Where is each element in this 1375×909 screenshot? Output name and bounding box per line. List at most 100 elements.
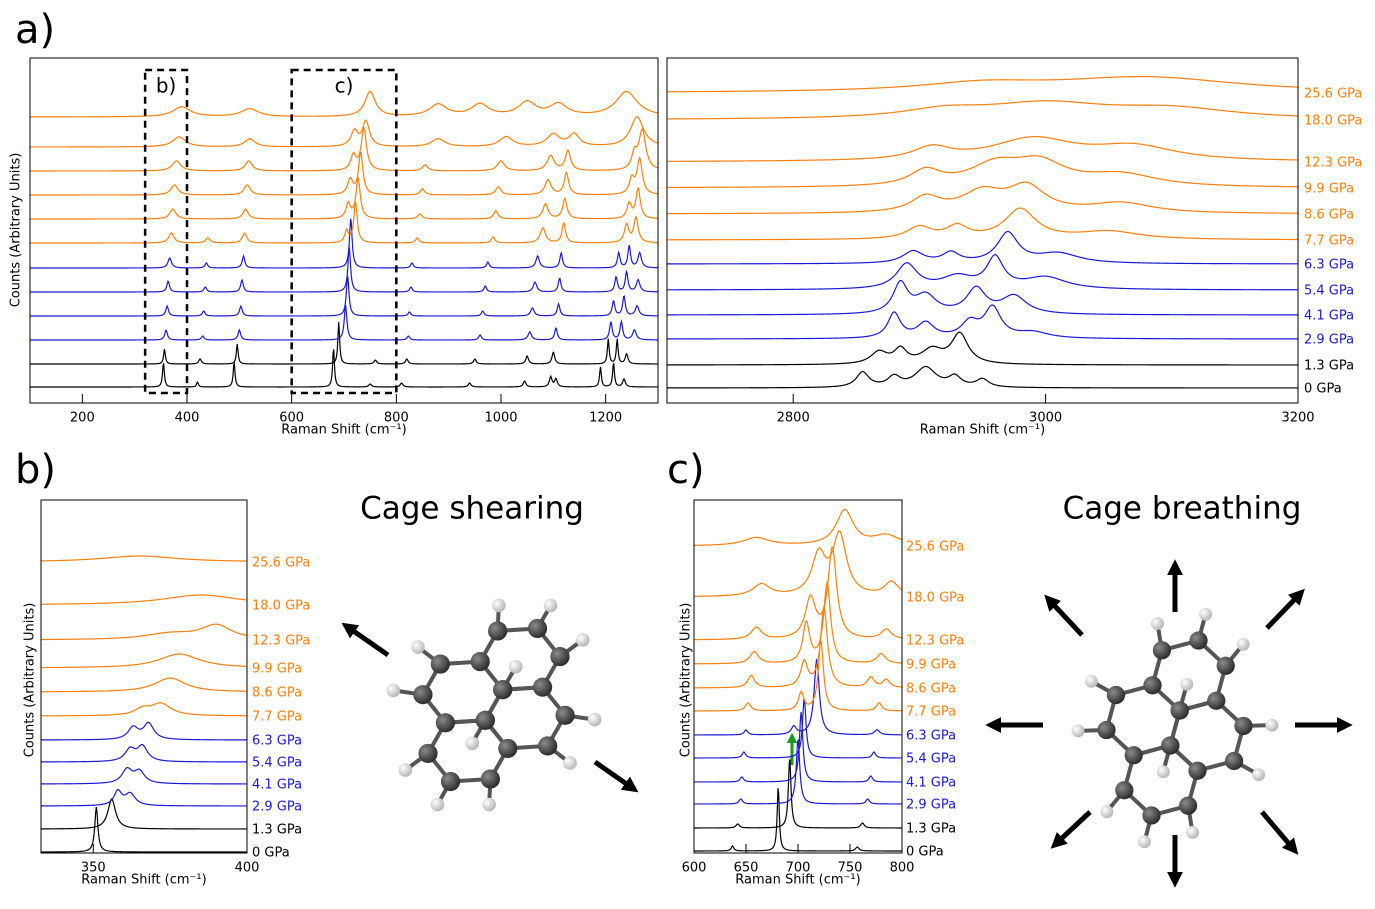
spectrum <box>41 788 247 807</box>
arrow <box>1050 810 1092 849</box>
pressure-label: 2.9 GPa <box>252 800 302 815</box>
carbon-atom <box>480 769 500 789</box>
plot-frame <box>40 499 248 854</box>
carbon-atom <box>1189 631 1208 650</box>
pressure-label: 7.7 GPa <box>906 705 956 720</box>
spectrum <box>694 738 902 805</box>
pressure-label: 5.4 GPa <box>906 752 956 767</box>
spectrum <box>41 623 247 641</box>
pressure-label: 0 GPa <box>906 845 944 860</box>
spectrum <box>694 788 902 852</box>
carbon-atom <box>527 618 548 639</box>
carbon-atom <box>1124 746 1143 765</box>
pressure-label: 25.6 GPa <box>906 540 964 555</box>
spectrum <box>667 100 1298 120</box>
x-axis-label: Raman Shift (cm⁻¹) <box>281 423 406 438</box>
hydrogen-atom <box>1137 835 1151 849</box>
x-tick-label: 200 <box>70 411 95 426</box>
pressure-label: 2.9 GPa <box>1304 333 1354 348</box>
carbon-atom <box>475 710 495 730</box>
x-tick-label: 600 <box>279 411 304 426</box>
hydrogen-atom <box>1265 718 1279 732</box>
spectrum <box>30 349 658 388</box>
carbon-atom <box>1170 701 1189 720</box>
x-axis-label: Raman Shift (cm⁻¹) <box>735 873 860 888</box>
plot-area <box>30 90 658 388</box>
hydrogen-atom <box>1150 617 1164 631</box>
spectrum <box>694 605 902 689</box>
hydrogen-atom <box>1199 607 1213 621</box>
carbon-atom <box>1097 720 1116 740</box>
spectrum <box>41 766 247 785</box>
carbon-atom <box>1224 751 1244 771</box>
carbon-atom <box>440 771 461 792</box>
spectrum <box>694 698 902 759</box>
hydrogen-atom <box>482 797 496 812</box>
x-tick-label: 600 <box>682 861 707 876</box>
hydrogen-atom <box>1084 674 1098 688</box>
plot-frame <box>29 57 659 404</box>
x-tick-label: 2800 <box>777 411 810 426</box>
pressure-label: 5.4 GPa <box>1304 284 1354 299</box>
pressure-label: 9.9 GPa <box>1304 182 1354 197</box>
panel-label: a) <box>15 7 55 53</box>
spectrum <box>694 546 902 641</box>
pressure-label: 18.0 GPa <box>906 591 964 606</box>
carbon-atom <box>1106 685 1126 705</box>
carbon-atom <box>470 651 490 672</box>
spectrum <box>694 508 902 546</box>
carbon-atom <box>498 738 518 759</box>
pressure-label: 6.3 GPa <box>906 729 956 744</box>
hydrogen-atom <box>575 633 590 647</box>
spectrum <box>41 555 247 562</box>
spectrum <box>41 653 247 669</box>
pressure-label: 7.7 GPa <box>252 710 302 725</box>
carbon-atom <box>1115 781 1134 800</box>
y-axis-label: Counts (Arbitrary Units) <box>679 603 694 758</box>
pressure-label: 8.6 GPa <box>1304 208 1354 223</box>
spectrum <box>41 806 247 853</box>
spectrum <box>667 155 1298 189</box>
x-tick-label: 1200 <box>589 411 622 426</box>
zoom-box <box>290 68 398 395</box>
arrow <box>1260 810 1299 855</box>
pressure-label: 1.3 GPa <box>1304 359 1354 374</box>
carbon-atom <box>1234 716 1253 736</box>
pressure-label: 6.3 GPa <box>1304 258 1354 273</box>
carbon-atom <box>538 736 558 756</box>
spectrum <box>30 276 658 317</box>
carbon-atom <box>1161 736 1180 755</box>
spectrum <box>667 304 1298 340</box>
carbon-atom <box>1188 761 1207 780</box>
carbon-atom <box>1142 806 1161 825</box>
spectrum <box>667 331 1298 366</box>
carbon-atom <box>1178 796 1198 815</box>
zoom-box-label: c) <box>335 74 354 98</box>
y-axis-label: Counts (Arbitrary Units) <box>9 153 24 308</box>
carbon-atom <box>555 705 575 725</box>
plot-area <box>41 555 247 853</box>
panel-label: c) <box>667 447 705 493</box>
hydrogen-atom <box>1186 825 1200 839</box>
spectrum <box>41 677 247 693</box>
carbon-atom <box>550 646 570 667</box>
x-tick-label: 800 <box>890 861 915 876</box>
arrow <box>341 622 390 658</box>
pressure-label: 8.6 GPa <box>252 686 302 701</box>
carbon-atom <box>1216 656 1235 675</box>
spectrum <box>667 365 1298 389</box>
spectrum <box>30 305 658 341</box>
pressure-label: 7.7 GPa <box>1304 234 1354 249</box>
spectrum <box>30 90 658 118</box>
spectrum <box>41 743 247 763</box>
x-tick-label: 400 <box>175 411 200 426</box>
carbon-atom <box>413 685 433 705</box>
pressure-label: 12.3 GPa <box>252 634 310 649</box>
spectrum <box>694 658 902 736</box>
x-tick-label: 650 <box>734 861 759 876</box>
molecule <box>1071 607 1279 849</box>
x-tick-label: 800 <box>384 411 409 426</box>
pressure-label: 12.3 GPa <box>906 634 964 649</box>
pressure-label: 4.1 GPa <box>906 776 956 791</box>
pressure-label: 2.9 GPa <box>906 798 956 813</box>
